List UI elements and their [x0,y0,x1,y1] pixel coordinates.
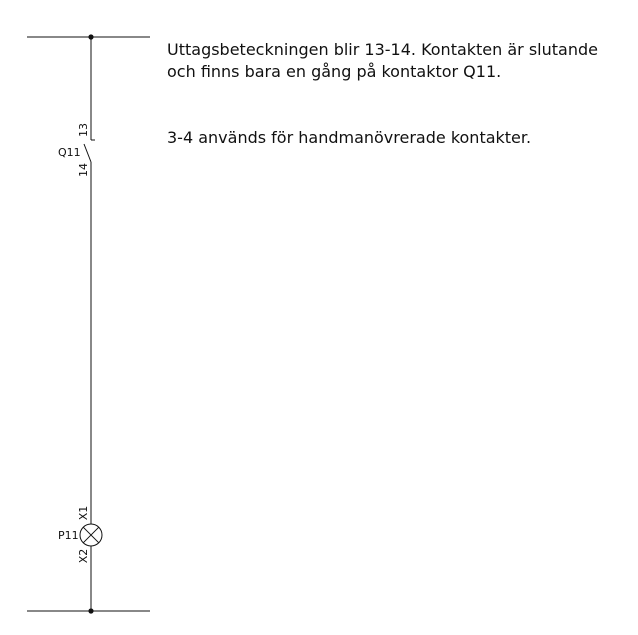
explanation-paragraph-2: 3-4 används för handmanövrerade kontakte… [167,128,532,147]
lamp-terminal-top-label: X1 [77,506,90,521]
lamp-p11-symbol [79,523,103,547]
contact-terminal-top-label: 13 [77,123,90,137]
lamp-designation-label: P11 [58,529,79,542]
contact-designation-label: Q11 [58,146,81,159]
lamp-terminal-bottom-label: X2 [77,549,90,564]
contact-q11-symbol [83,139,95,163]
contact-terminal-bottom-label: 14 [77,163,90,177]
explanation-paragraph-1: Uttagsbeteckningen blir 13-14. Kontakten… [167,40,598,81]
